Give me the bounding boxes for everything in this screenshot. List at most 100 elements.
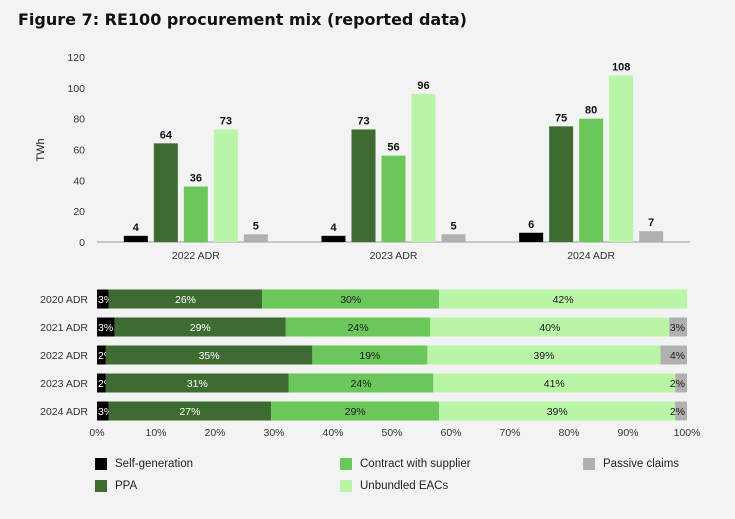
legend-label-passive: Passive claims bbox=[603, 458, 680, 470]
stacked-segment-unbundled bbox=[439, 289, 687, 309]
bar-self_generation bbox=[519, 232, 544, 242]
segment-value-label: 29% bbox=[190, 322, 211, 334]
x-tick-label: 40% bbox=[322, 427, 343, 439]
bar-value-label: 5 bbox=[450, 220, 456, 232]
stacked-segment-unbundled bbox=[430, 317, 670, 337]
x-category-label: 2024 ADR bbox=[567, 250, 615, 262]
legend-label-self-generation: Self-generation bbox=[115, 458, 193, 470]
y-tick-label: 100 bbox=[67, 83, 85, 95]
legend-swatch-contract bbox=[340, 458, 352, 470]
stacked-segment-passive bbox=[669, 317, 687, 337]
chart-title: Figure 7: RE100 procurement mix (reporte… bbox=[18, 10, 467, 29]
stacked-segment-ppa bbox=[105, 345, 313, 365]
segment-value-label: 42% bbox=[553, 294, 574, 306]
y-tick-label: 60 bbox=[73, 145, 85, 157]
bar-value-label: 5 bbox=[253, 220, 259, 232]
bar-value-label: 7 bbox=[648, 217, 654, 229]
segment-value-label: 39% bbox=[547, 406, 568, 418]
bar-contract bbox=[381, 155, 406, 242]
bar-passive bbox=[243, 234, 268, 242]
bar-value-label: 75 bbox=[555, 112, 567, 124]
segment-value-label: 39% bbox=[533, 350, 554, 362]
segment-value-label: 26% bbox=[175, 294, 196, 306]
x-tick-label: 80% bbox=[558, 427, 579, 439]
x-tick-label: 70% bbox=[499, 427, 520, 439]
segment-value-label: 35% bbox=[199, 350, 220, 362]
segment-value-label: 30% bbox=[340, 294, 361, 306]
stacked-segment-self_generation bbox=[97, 317, 115, 337]
stacked-segment-contract bbox=[262, 289, 440, 309]
row-category-label: 2021 ADR bbox=[40, 322, 88, 334]
y-tick-label: 80 bbox=[73, 114, 85, 126]
bar-value-label: 108 bbox=[612, 62, 630, 74]
stacked-segment-passive bbox=[675, 401, 687, 421]
segment-value-label: 3% bbox=[670, 322, 685, 334]
x-tick-label: 0% bbox=[89, 427, 104, 439]
x-tick-label: 30% bbox=[263, 427, 284, 439]
legend-swatch-self-generation bbox=[95, 458, 107, 470]
legend-swatch-passive bbox=[583, 458, 595, 470]
bar-unbundled bbox=[411, 94, 436, 242]
row-category-label: 2022 ADR bbox=[40, 350, 88, 362]
stacked-segment-unbundled bbox=[427, 345, 661, 365]
stacked-segment-unbundled bbox=[439, 401, 676, 421]
stacked-segment-self_generation bbox=[97, 289, 109, 309]
bar-passive bbox=[441, 234, 466, 242]
stacked-segment-self_generation bbox=[97, 345, 106, 365]
legend-swatch-ppa bbox=[95, 480, 107, 492]
x-category-label: 2023 ADR bbox=[370, 250, 418, 262]
segment-value-label: 4% bbox=[670, 350, 685, 362]
bar-ppa bbox=[549, 126, 574, 242]
bar-value-label: 80 bbox=[585, 105, 597, 117]
y-tick-label: 40 bbox=[73, 175, 85, 187]
y-tick-label: 0 bbox=[79, 237, 85, 249]
legend-label-contract: Contract with supplier bbox=[360, 458, 471, 470]
row-category-label: 2024 ADR bbox=[40, 406, 88, 418]
row-category-label: 2020 ADR bbox=[40, 294, 88, 306]
segment-value-label: 41% bbox=[544, 378, 565, 390]
stacked-segment-passive bbox=[660, 345, 687, 365]
x-tick-label: 60% bbox=[440, 427, 461, 439]
x-tick-label: 10% bbox=[145, 427, 166, 439]
legend-label-ppa: PPA bbox=[115, 480, 138, 492]
segment-value-label: 29% bbox=[345, 406, 366, 418]
bar-ppa bbox=[351, 129, 376, 242]
stacked-segment-self_generation bbox=[97, 373, 106, 393]
segment-value-label: 19% bbox=[359, 350, 380, 362]
row-category-label: 2023 ADR bbox=[40, 378, 88, 390]
legend-item-unbundled: Unbundled EACs bbox=[340, 480, 448, 492]
stacked-segment-self_generation bbox=[97, 401, 109, 421]
x-category-label: 2022 ADR bbox=[172, 250, 220, 262]
y-tick-label: 20 bbox=[73, 206, 85, 218]
bar-value-label: 36 bbox=[190, 173, 202, 185]
bar-unbundled bbox=[609, 75, 634, 242]
stacked-segment-ppa bbox=[108, 401, 272, 421]
stacked-segment-contract bbox=[285, 317, 431, 337]
segment-value-label: 24% bbox=[348, 322, 369, 334]
segment-value-label: 24% bbox=[351, 378, 372, 390]
stacked-segment-ppa bbox=[114, 317, 286, 337]
y-tick-label: 120 bbox=[67, 52, 85, 64]
stacked-segment-passive bbox=[675, 373, 687, 393]
legend-swatch-unbundled bbox=[340, 480, 352, 492]
bar-self_generation bbox=[123, 235, 148, 242]
bar-value-label: 96 bbox=[417, 80, 429, 92]
stacked-segment-ppa bbox=[105, 373, 289, 393]
segment-value-label: 27% bbox=[179, 406, 200, 418]
stacked-segment-contract bbox=[312, 345, 428, 365]
legend: Self-generation PPA Contract with suppli… bbox=[0, 455, 735, 505]
bar-ppa bbox=[153, 143, 178, 242]
bar-value-label: 4 bbox=[330, 222, 337, 234]
bar-self_generation bbox=[321, 235, 346, 242]
segment-value-label: 40% bbox=[539, 322, 560, 334]
bar-contract bbox=[183, 186, 208, 242]
bar-value-label: 73 bbox=[220, 115, 232, 127]
bar-unbundled bbox=[213, 129, 238, 242]
stacked-segment-contract bbox=[271, 401, 440, 421]
segment-value-label: 3% bbox=[98, 322, 113, 334]
x-tick-label: 50% bbox=[381, 427, 402, 439]
bar-value-label: 4 bbox=[133, 222, 140, 234]
segment-value-label: 31% bbox=[187, 378, 208, 390]
stacked-segment-contract bbox=[288, 373, 434, 393]
